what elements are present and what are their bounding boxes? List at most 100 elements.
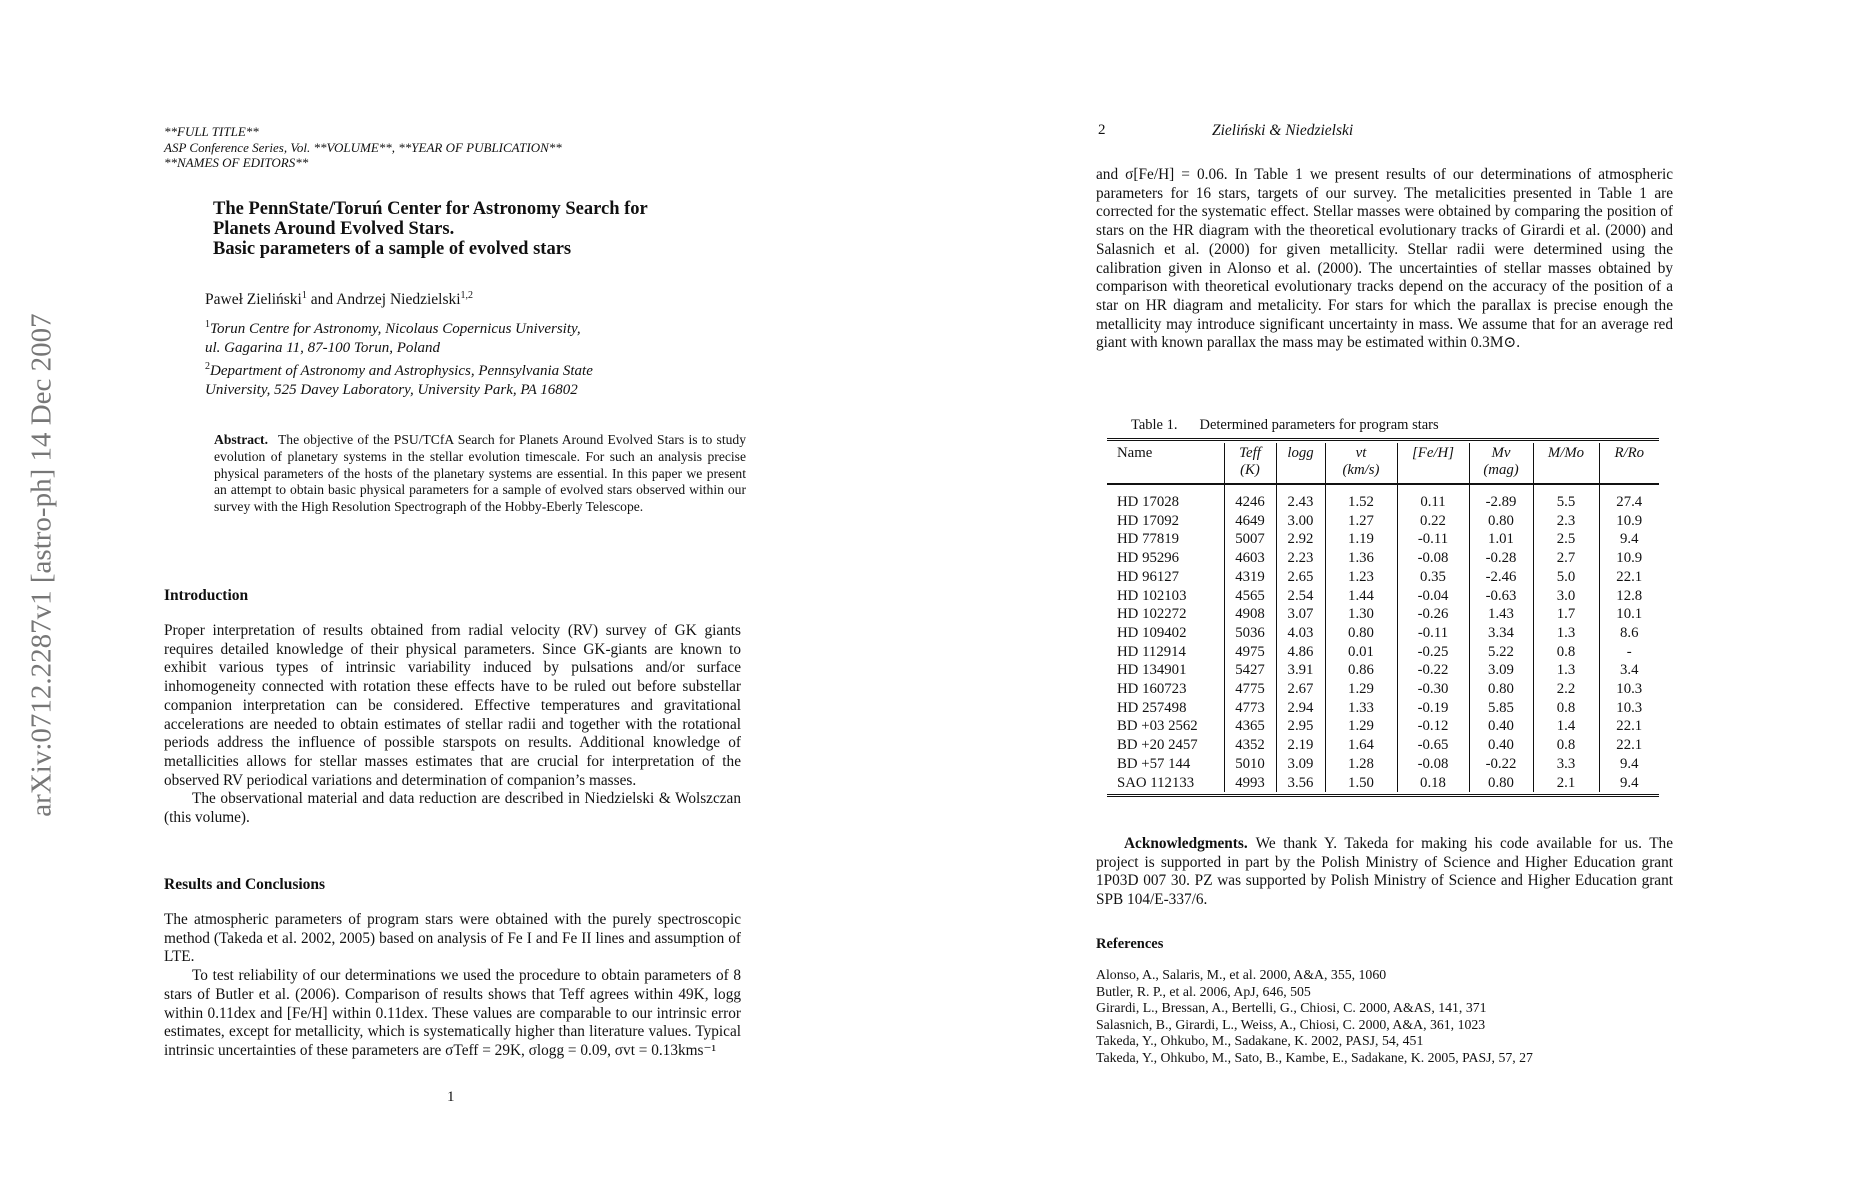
table-cell: 0.11 xyxy=(1396,484,1469,512)
table-cell: 0.86 xyxy=(1324,661,1397,681)
table-cell: -2.89 xyxy=(1468,484,1533,512)
column-header: [Fe/H] xyxy=(1396,443,1469,485)
table-cell: 4.03 xyxy=(1275,623,1325,643)
table-cell: 1.4 xyxy=(1532,717,1599,737)
table-cell: -0.12 xyxy=(1396,717,1469,737)
paragraph: The observational material and data redu… xyxy=(164,790,741,827)
table-cell: -0.65 xyxy=(1396,736,1469,755)
abstract-label: Abstract. xyxy=(214,432,268,447)
page-number: 2 xyxy=(1098,122,1106,138)
table-cell: 2.92 xyxy=(1275,530,1325,550)
table-cell: 4603 xyxy=(1223,549,1276,568)
table-cell: -2.46 xyxy=(1468,567,1533,587)
star-name-cell: HD 102272 xyxy=(1117,606,1187,623)
table-cell: 4565 xyxy=(1223,586,1276,606)
table-cell: -0.19 xyxy=(1396,698,1469,718)
star-name-cell: BD +20 2457 xyxy=(1117,737,1198,754)
table-cell: -0.08 xyxy=(1396,754,1469,774)
header-line: Mv xyxy=(1491,445,1511,461)
header-line: R/Ro xyxy=(1614,445,1645,461)
star-name-cell: HD 134901 xyxy=(1117,662,1187,679)
table-cell: 3.0 xyxy=(1532,586,1599,606)
paragraph: The atmospheric parameters of program st… xyxy=(164,911,741,966)
table-cell: 2.1 xyxy=(1532,773,1599,793)
table-caption: Table 1. Determined parameters for progra… xyxy=(1131,417,1439,434)
table-row: HD 160723 4775 2.67 1.29 -0.30 0.80 2.2 10.3 xyxy=(1107,680,1659,699)
column-header: R/Ro xyxy=(1598,443,1659,485)
table-cell: -0.25 xyxy=(1396,642,1469,662)
section-heading-results: Results and Conclusions xyxy=(164,876,326,893)
reference-list: Alonso, A., Salaris, M., et al. 2000, A&… xyxy=(1096,967,1533,1066)
table-cell: 5427 xyxy=(1223,661,1276,681)
author-name: Paweł Zieliński xyxy=(205,291,302,309)
table-row: HD 109402 5036 4.03 0.80 -0.11 3.34 1.3 8.6 xyxy=(1107,623,1659,643)
table-cell: 3.4 xyxy=(1598,661,1659,681)
table-cell: 5.85 xyxy=(1468,698,1533,718)
table-cell: 3.34 xyxy=(1468,623,1533,643)
table-cell: 3.3 xyxy=(1532,754,1599,774)
paper-title: The PennState/Toruń Center for Astronomy… xyxy=(213,199,648,259)
table-cell: 1.44 xyxy=(1324,586,1397,606)
star-name-cell: HD 77819 xyxy=(1117,531,1180,548)
header-unit xyxy=(1401,462,1466,479)
header-line: M/Mo xyxy=(1547,445,1585,461)
affil-sup: 2 xyxy=(205,361,210,372)
table-cell: 2.23 xyxy=(1275,549,1325,568)
star-name-cell: HD 160723 xyxy=(1117,681,1187,698)
table-cell: 0.80 xyxy=(1468,680,1533,699)
ack-label: Acknowledgments. xyxy=(1124,835,1248,852)
table-cell: 5.0 xyxy=(1532,567,1599,587)
ack-text: We thank Y. Takeda for making his code a… xyxy=(1096,835,1673,909)
table-cell: 0.8 xyxy=(1532,642,1599,662)
table-row: HD 95296 4603 2.23 1.36 -0.08 -0.28 2.7 10.9 xyxy=(1107,549,1659,568)
header-unit: (mag) xyxy=(1483,462,1519,478)
table-cell: 1.30 xyxy=(1324,605,1397,624)
star-name-cell: HD 112914 xyxy=(1117,643,1186,660)
table-cell: 2.65 xyxy=(1275,567,1325,587)
table-cell: 10.3 xyxy=(1598,698,1659,718)
table-cell: 0.18 xyxy=(1396,773,1469,793)
table-cell: -0.11 xyxy=(1396,530,1469,550)
table-cell: 0.80 xyxy=(1468,511,1533,531)
table-cell: 1.3 xyxy=(1532,623,1599,643)
table-cell: 4.86 xyxy=(1275,642,1325,662)
author-name: Andrzej Niedzielski xyxy=(336,291,461,309)
table-cell: 2.43 xyxy=(1275,484,1325,512)
table-cell: 2.94 xyxy=(1275,698,1325,718)
table-cell: 3.91 xyxy=(1275,661,1325,681)
table-cell: 4319 xyxy=(1223,567,1276,587)
table-cell: 0.80 xyxy=(1468,773,1533,793)
table-row: BD +57 144 5010 3.09 1.28 -0.08 -0.22 3.3 9.4 xyxy=(1107,754,1659,774)
table-cell: 3.09 xyxy=(1468,661,1533,681)
table-cell: 9.4 xyxy=(1598,773,1659,793)
table-cell: 4908 xyxy=(1223,605,1276,624)
reference-item: Takeda, Y., Ohkubo, M., Sato, B., Kambe,… xyxy=(1096,1049,1533,1065)
reference-item: Takeda, Y., Ohkubo, M., Sadakane, K. 200… xyxy=(1096,1033,1424,1048)
column-header: vt (km/s) xyxy=(1324,443,1397,485)
star-name-cell: HD 95296 xyxy=(1117,550,1180,567)
table-row: SAO 112133 4993 3.56 1.50 0.18 0.80 2.1 9.4 xyxy=(1107,773,1659,793)
table-row: HD 77819 5007 2.92 1.19 -0.11 1.01 2.5 9.4 xyxy=(1107,530,1659,550)
table-cell: 1.33 xyxy=(1324,698,1397,718)
table-cell: 0.22 xyxy=(1396,511,1469,531)
column-header: Name xyxy=(1107,443,1224,485)
table-cell: 3.56 xyxy=(1275,773,1325,793)
author-affil-sup: 1,2 xyxy=(460,290,474,301)
table-cell: 10.9 xyxy=(1598,549,1659,568)
table-cell: 0.35 xyxy=(1396,567,1469,587)
column-header: Mv (mag) xyxy=(1468,443,1533,485)
star-name-cell: HD 257498 xyxy=(1117,699,1187,716)
table-row: HD 134901 5427 3.91 0.86 -0.22 3.09 1.3 3.4 xyxy=(1107,661,1659,681)
header-line: vt xyxy=(1355,445,1367,461)
affiliation: 1Torun Centre for Astronomy, Nicolaus Co… xyxy=(205,315,581,358)
star-name-cell: SAO 112133 xyxy=(1117,774,1195,791)
column-header: M/Mo xyxy=(1532,443,1599,485)
table-cell: -0.22 xyxy=(1468,754,1533,774)
table-cell: 4246 xyxy=(1223,484,1276,512)
affiliation: 2Department of Astronomy and Astrophysic… xyxy=(205,357,593,400)
table-cell: 10.3 xyxy=(1598,680,1659,699)
table-cell: 22.1 xyxy=(1598,717,1659,737)
star-name-cell: HD 102103 xyxy=(1117,587,1187,604)
header-line: **NAMES OF EDITORS** xyxy=(164,155,309,170)
header-unit xyxy=(1603,462,1657,479)
